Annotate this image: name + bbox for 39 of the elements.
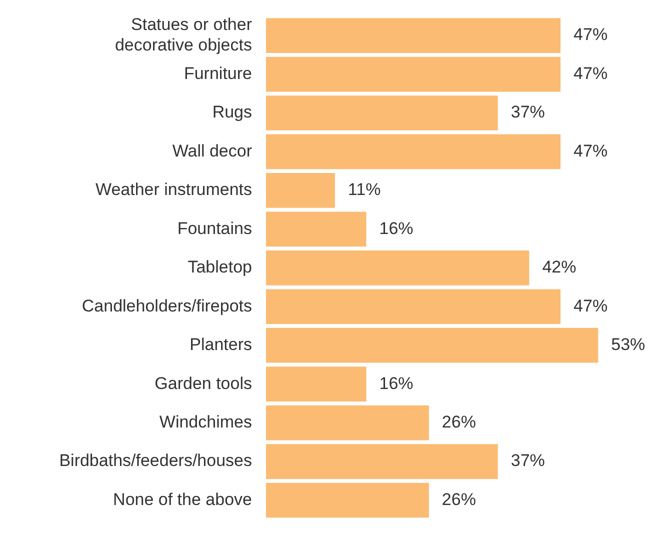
bar: [266, 96, 498, 130]
bar: [266, 56, 561, 92]
bar: [266, 18, 561, 53]
data-label: 37%: [510, 451, 545, 470]
y-tick-label: Wall decor: [172, 141, 252, 160]
bar: [266, 366, 366, 402]
bar: [266, 405, 429, 440]
data-label: 37%: [510, 102, 545, 122]
bar: [266, 173, 335, 208]
y-tick-label: None of the above: [113, 490, 252, 509]
y-tick-label: Fountains: [177, 218, 252, 238]
data-label: 53%: [611, 335, 646, 354]
y-tick-label: Rugs: [212, 102, 252, 122]
data-label: 47%: [574, 25, 608, 44]
data-label: 47%: [574, 64, 608, 83]
bar: [266, 212, 366, 247]
y-tick-label: Tabletop: [188, 258, 252, 277]
bar: [266, 328, 598, 363]
y-tick-label: Statues or other decorative objects: [114, 15, 252, 54]
data-label: 11%: [348, 180, 381, 200]
data-label: 47%: [574, 141, 608, 160]
bar: [266, 250, 530, 286]
y-tick-label: Weather instruments: [95, 180, 252, 200]
data-label: 16%: [379, 374, 414, 393]
y-tick-label: Birdbaths/feeders/houses: [59, 451, 252, 470]
data-label: 16%: [379, 218, 414, 238]
bar: [266, 289, 561, 324]
data-label: 26%: [442, 490, 476, 509]
data-label: 26%: [442, 412, 476, 432]
y-tick-label: Planters: [190, 335, 252, 354]
data-label: 47%: [574, 296, 608, 316]
y-tick-label: Windchimes: [159, 412, 252, 432]
bar: [266, 444, 498, 479]
y-tick-label: Furniture: [184, 64, 252, 83]
y-tick-label: Candleholders/firepots: [82, 296, 252, 316]
data-label: 42%: [542, 258, 576, 277]
bar: [266, 134, 561, 170]
y-tick-label: Garden tools: [154, 374, 252, 393]
bar: [266, 482, 429, 518]
